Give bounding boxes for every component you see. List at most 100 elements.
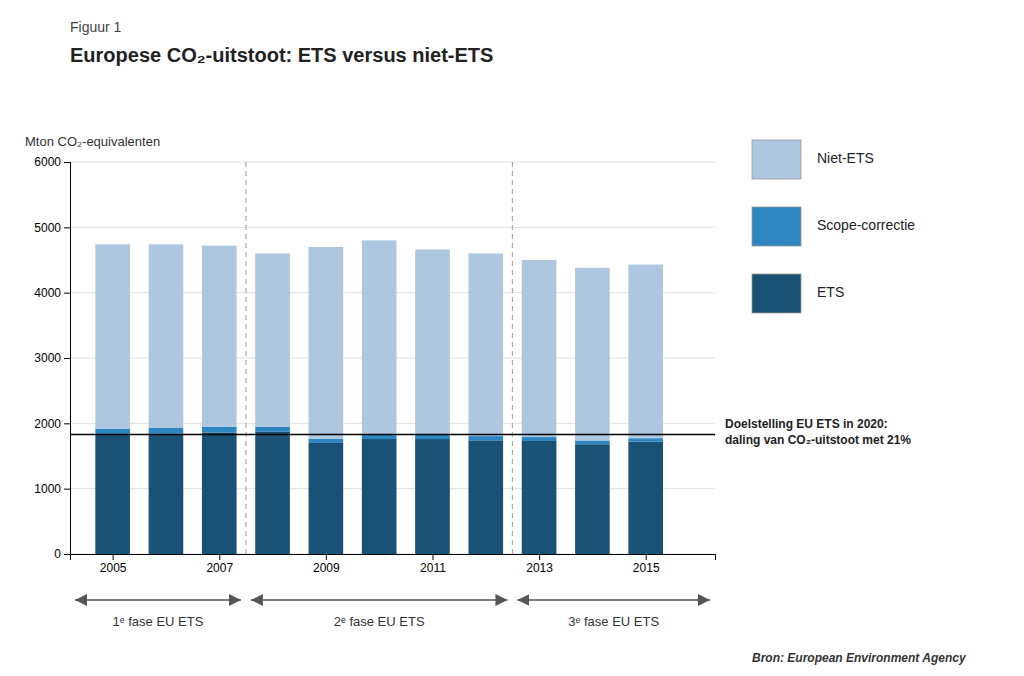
x-tick-label: 2015 (633, 561, 660, 575)
bar (309, 443, 344, 554)
bar (149, 434, 184, 554)
bar (255, 432, 290, 554)
bar (362, 439, 397, 554)
phase-arrow (517, 599, 710, 601)
x-axis-line (71, 555, 716, 561)
bar (255, 427, 290, 432)
legend-label: ETS (817, 284, 844, 300)
phase-arrow (251, 599, 508, 601)
y-tick-mark (64, 423, 70, 424)
y-tick: 5000 (34, 221, 70, 235)
bar (95, 429, 130, 435)
bar (468, 436, 503, 440)
y-tick-label: 2000 (34, 417, 61, 431)
bar (468, 440, 503, 554)
y-tick-label: 1000 (34, 482, 61, 496)
bar-series (95, 432, 663, 554)
target-label: daling van CO₂-uitstoot met 21% (725, 433, 911, 447)
bar (415, 250, 450, 435)
x-tick-mark (646, 554, 647, 560)
x-tick-label: 2013 (526, 561, 553, 575)
y-tick-mark (64, 489, 70, 490)
y-tick-mark (64, 162, 70, 163)
x-tick-mark (113, 554, 114, 560)
x-tick-mark (432, 554, 433, 560)
phase-divider (245, 162, 246, 554)
y-tick-label: 4000 (34, 286, 61, 300)
x-tick: 2011 (420, 554, 446, 575)
grid (70, 162, 715, 554)
y-tick-label: 3000 (34, 351, 61, 365)
bar (95, 244, 130, 428)
chart-svg: 2005 2007 2009 2011 2013 2015 0 1000 2000 3000 400… (0, 0, 1024, 676)
bar (362, 240, 397, 434)
bar (149, 244, 184, 428)
target-label: Doelstelling EU ETS in 2020: (725, 417, 888, 431)
bar (522, 437, 557, 441)
x-tick: 2015 (633, 554, 660, 575)
bar (522, 260, 557, 437)
bar (522, 441, 557, 554)
bar (149, 428, 184, 434)
x-tick-label: 2005 (100, 561, 127, 575)
x-tick-mark (326, 554, 327, 560)
phase-divider (512, 162, 513, 554)
y-axis-label: Mton CO₂-equivalenten (25, 134, 160, 149)
y-tick: 1000 (34, 482, 70, 496)
x-tick: 2013 (526, 554, 553, 575)
bar (202, 427, 237, 433)
target-line (70, 434, 715, 436)
x-tick-mark (219, 554, 220, 560)
phase-arrow (75, 599, 241, 601)
x-axis: 2005 2007 2009 2011 2013 2015 (71, 554, 716, 575)
y-axis: 0 1000 2000 3000 4000 5000 6000 (34, 155, 70, 561)
subtitle: Figuur 1 (70, 19, 122, 35)
y-tick: 4000 (34, 286, 70, 300)
legend-label: Niet-ETS (817, 150, 874, 166)
y-tick-label: 0 (54, 547, 61, 561)
bar (202, 246, 237, 427)
grid-line (70, 227, 715, 228)
bar (628, 265, 663, 439)
x-tick-label: 2009 (313, 561, 340, 575)
bar (415, 439, 450, 554)
title: Europese CO₂-uitstoot: ETS versus niet-E… (70, 44, 493, 66)
phase-label: 1ᵉ fase EU ETS (113, 614, 204, 629)
y-tick-mark (64, 554, 70, 555)
plot-area (70, 162, 715, 554)
bar (628, 438, 663, 441)
bar-series (95, 240, 663, 440)
y-tick-mark (64, 358, 70, 359)
x-tick: 2005 (100, 554, 127, 575)
legend: Niet-ETS Scope-correctie ETS (752, 140, 915, 313)
y-tick: 3000 (34, 351, 70, 365)
legend-label: Scope-correctie (817, 217, 915, 233)
bar (309, 247, 344, 439)
x-tick-label: 2011 (420, 561, 446, 575)
bar (575, 440, 610, 444)
bar (575, 268, 610, 441)
bar (202, 432, 237, 554)
y-tick: 2000 (34, 417, 70, 431)
y-tick-mark (64, 293, 70, 294)
phase-label: 2ᵉ fase EU ETS (334, 614, 425, 629)
y-axis-line (64, 163, 71, 555)
y-tick: 0 (54, 547, 70, 561)
legend-swatch (752, 274, 801, 313)
y-tick: 6000 (34, 155, 70, 169)
legend-swatch (752, 207, 801, 246)
bar (628, 442, 663, 554)
bar (255, 253, 290, 426)
legend-swatch (752, 140, 801, 179)
bar (95, 434, 130, 554)
bar (309, 439, 344, 443)
grid-line (70, 162, 715, 163)
bar (575, 444, 610, 554)
y-tick-label: 6000 (34, 155, 61, 169)
y-tick-mark (64, 227, 70, 228)
y-tick-label: 5000 (34, 221, 61, 235)
x-tick: 2009 (313, 554, 340, 575)
source-label: Bron: European Environment Agency (752, 651, 967, 665)
x-tick: 2007 (206, 554, 233, 575)
x-tick-mark (539, 554, 540, 560)
